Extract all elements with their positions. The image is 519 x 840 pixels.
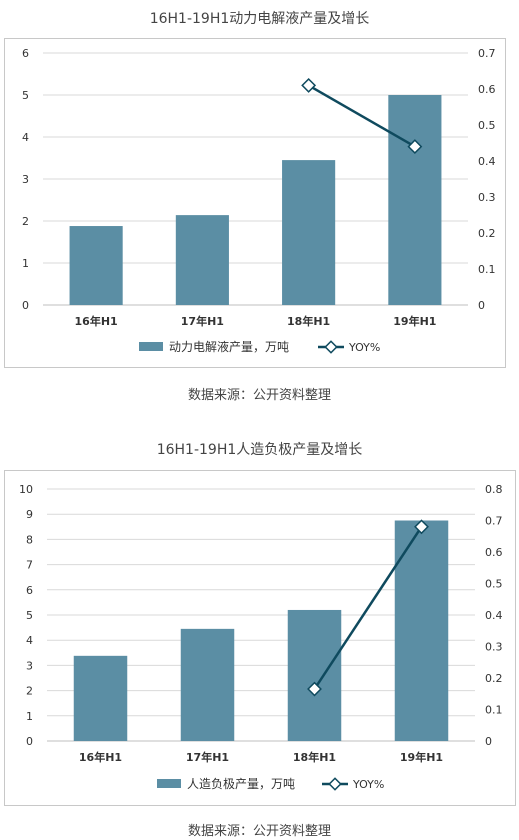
y-tick-label: 3 bbox=[22, 173, 29, 186]
yoy-point bbox=[301, 77, 317, 93]
y-tick-label: 9 bbox=[26, 508, 33, 521]
y-tick-label: 4 bbox=[22, 131, 29, 144]
y-tick-label: 7 bbox=[26, 559, 33, 572]
legend-swatch-bar bbox=[157, 779, 181, 788]
y2-tick-label: 0.4 bbox=[485, 609, 503, 622]
bar bbox=[394, 520, 449, 741]
y2-tick-label: 0 bbox=[485, 735, 492, 748]
bar bbox=[282, 160, 336, 305]
x-tick-label: 19年H1 bbox=[400, 750, 443, 764]
x-tick-label: 17年H1 bbox=[186, 750, 229, 764]
y2-tick-label: 0.7 bbox=[485, 515, 503, 528]
y-tick-label: 3 bbox=[26, 659, 33, 672]
y-tick-label: 6 bbox=[26, 584, 33, 597]
bar bbox=[69, 226, 123, 305]
legend-swatch-marker bbox=[328, 777, 342, 791]
y-tick-label: 1 bbox=[22, 257, 29, 270]
bar bbox=[73, 655, 128, 741]
y2-tick-label: 0.2 bbox=[485, 672, 503, 685]
x-tick-label: 17年H1 bbox=[181, 314, 224, 328]
y-tick-label: 4 bbox=[26, 634, 33, 647]
y2-tick-label: 0.6 bbox=[485, 546, 503, 559]
y2-tick-label: 0.5 bbox=[485, 578, 503, 591]
y2-tick-label: 0.8 bbox=[485, 483, 503, 496]
chart-2-source: 数据来源：公开资料整理 bbox=[187, 824, 331, 839]
x-tick-label: 16年H1 bbox=[79, 750, 122, 764]
x-tick-label: 18年H1 bbox=[287, 314, 330, 328]
y2-tick-label: 0.1 bbox=[478, 263, 496, 276]
y-tick-label: 0 bbox=[22, 299, 29, 312]
chart-1-source: 数据来源：公开资料整理 bbox=[187, 388, 331, 403]
y-tick-label: 8 bbox=[26, 533, 33, 546]
y2-tick-label: 0.6 bbox=[478, 83, 496, 96]
chart-2-frame: 0 1 2 3 4 5 6 7 8 9 10 0 0.1 0.2 0.3 0.4 0.5 0.6 0.7 0.8 16年… bbox=[4, 470, 516, 806]
y-tick-label: 0 bbox=[26, 735, 33, 748]
y-tick-label: 5 bbox=[22, 89, 29, 102]
yoy-point bbox=[414, 519, 429, 535]
yoy-point bbox=[307, 681, 322, 697]
yoy-line bbox=[308, 84, 416, 148]
y2-tick-label: 0.1 bbox=[485, 704, 503, 717]
chart-1-title: 16H1-19H1动力电解液产量及增长 bbox=[149, 11, 370, 27]
bar bbox=[175, 215, 229, 305]
yoy-line bbox=[313, 526, 423, 690]
y2-tick-label: 0.2 bbox=[478, 227, 496, 240]
y2-tick-label: 0.4 bbox=[478, 155, 496, 168]
y-tick-label: 2 bbox=[22, 215, 29, 228]
legend-swatch-bar bbox=[139, 342, 163, 351]
legend-label-line: YOY% bbox=[348, 341, 380, 354]
chart-1-frame: 0 1 2 3 4 5 6 0 0.1 0.2 0.3 0.4 0.5 0.6 0.7 16年H1 17年H1 1… bbox=[4, 38, 506, 368]
y2-tick-label: 0.5 bbox=[478, 119, 496, 132]
y2-tick-label: 0.3 bbox=[485, 641, 503, 654]
chart-2-title: 16H1-19H1人造负极产量及增长 bbox=[156, 442, 363, 458]
yoy-point bbox=[407, 139, 423, 155]
legend-label-bar: 人造负极产量，万吨 bbox=[187, 777, 295, 791]
y2-tick-label: 0.3 bbox=[478, 191, 496, 204]
y-tick-label: 10 bbox=[19, 483, 33, 496]
y-tick-label: 1 bbox=[26, 710, 33, 723]
bar bbox=[180, 628, 235, 741]
x-tick-label: 19年H1 bbox=[393, 314, 436, 328]
legend-swatch-marker bbox=[324, 340, 338, 354]
legend-label-line: YOY% bbox=[352, 778, 384, 791]
x-tick-label: 18年H1 bbox=[293, 750, 336, 764]
y2-tick-label: 0 bbox=[478, 299, 485, 312]
bar bbox=[287, 609, 342, 741]
x-tick-label: 16年H1 bbox=[75, 314, 118, 328]
chart-1-svg: 0 1 2 3 4 5 6 0 0.1 0.2 0.3 0.4 0.5 0.6 0.7 16年H1 17年H1 1… bbox=[22, 47, 496, 354]
chart-2-svg: 0 1 2 3 4 5 6 7 8 9 10 0 0.1 0.2 0.3 0.4 0.5 0.6 0.7 0.8 16年… bbox=[19, 483, 503, 791]
bar bbox=[388, 95, 442, 305]
y-tick-label: 5 bbox=[26, 609, 33, 622]
legend-label-bar: 动力电解液产量，万吨 bbox=[169, 339, 289, 354]
y-tick-label: 6 bbox=[22, 47, 29, 60]
y-tick-label: 2 bbox=[26, 685, 33, 698]
y2-tick-label: 0.7 bbox=[478, 47, 496, 60]
